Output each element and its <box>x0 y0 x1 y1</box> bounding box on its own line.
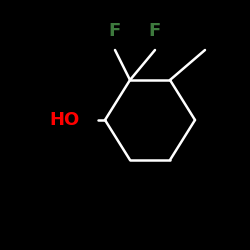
Text: F: F <box>149 22 161 40</box>
Text: F: F <box>109 22 121 40</box>
Text: HO: HO <box>50 111 80 129</box>
